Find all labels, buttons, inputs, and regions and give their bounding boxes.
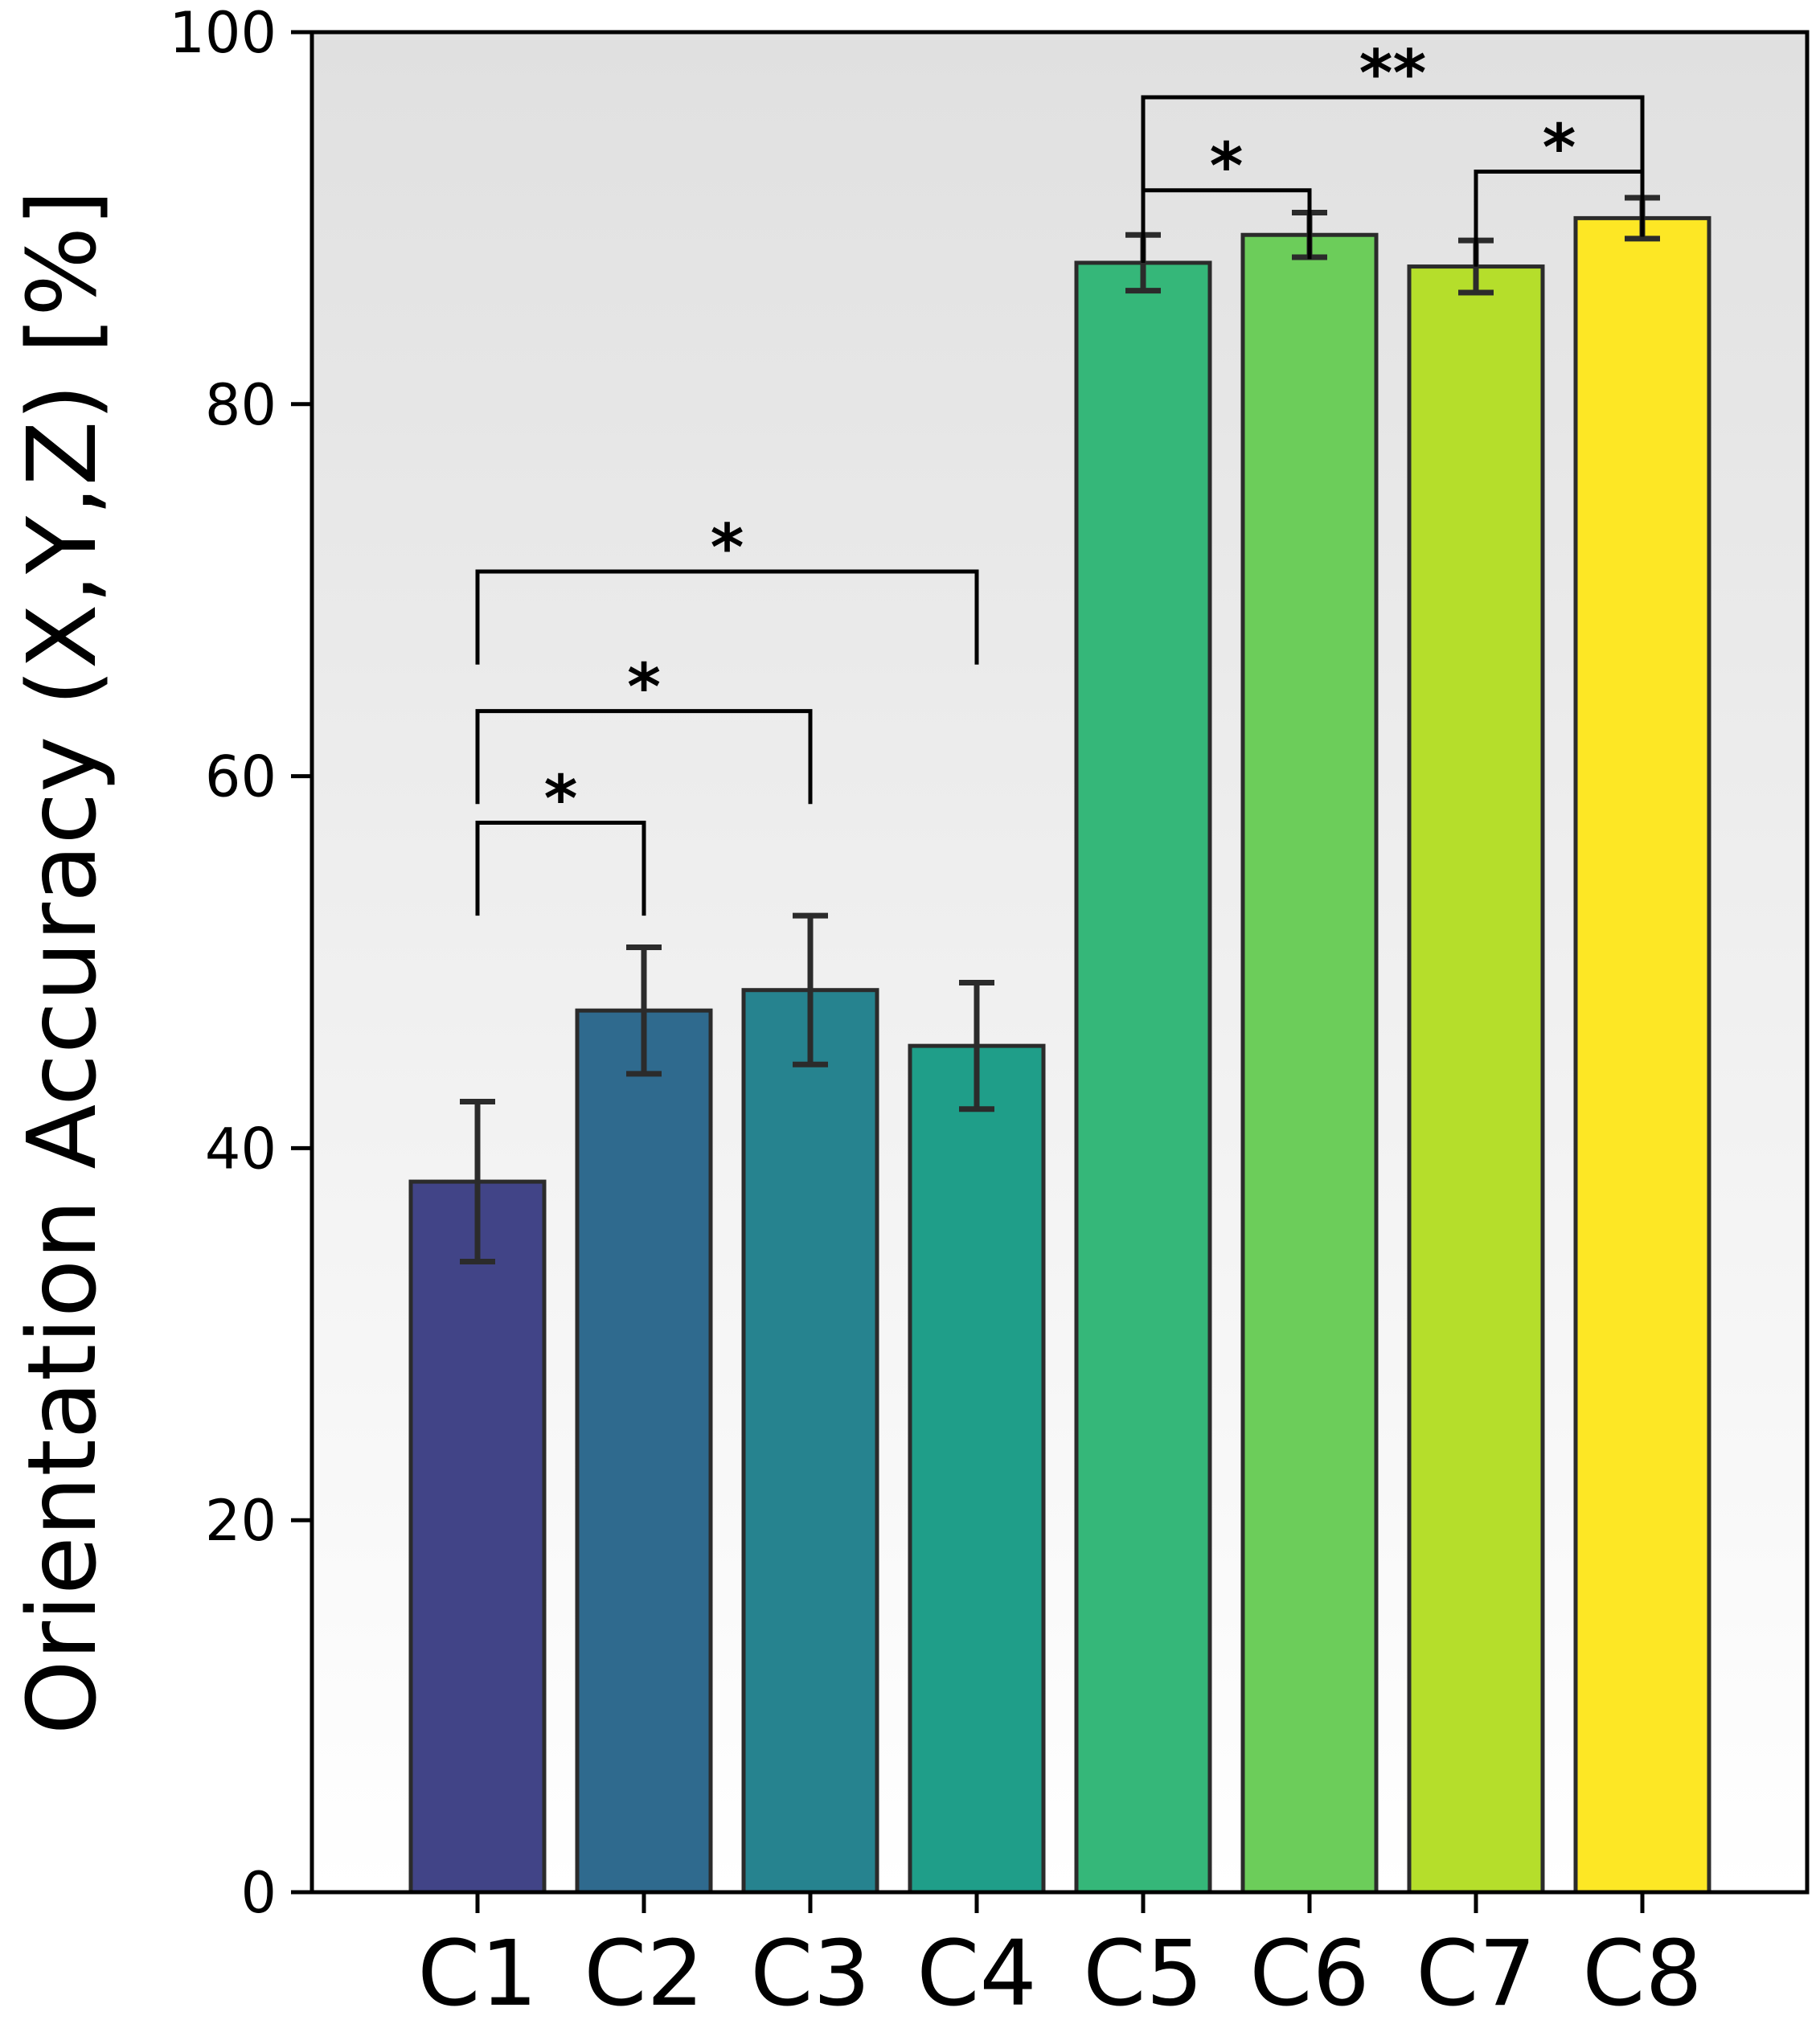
y-tick-label-80: 80 (205, 372, 277, 438)
significance-bracket-6 (1141, 95, 1645, 263)
significance-bracket-2 (475, 709, 813, 805)
x-tick-label-c6: C6 (1249, 1922, 1369, 2020)
significance-label-5: * (1543, 111, 1576, 186)
bar-c7 (1407, 264, 1545, 1895)
bar-c6 (1240, 232, 1379, 1895)
significance-label-1: * (544, 761, 578, 836)
x-tick-label-c3: C3 (750, 1922, 870, 2020)
y-axis-label: Orientation Accuracy (X,Y,Z) [%] (6, 190, 117, 1735)
bar-c3 (741, 988, 879, 1895)
bar-c4 (908, 1043, 1046, 1895)
bar-c2 (575, 1008, 713, 1895)
bar-c1 (408, 1179, 547, 1895)
significance-layer: **** *** (475, 36, 1645, 916)
y-tick-label-60: 60 (205, 744, 277, 810)
x-tick-label-c5: C5 (1083, 1922, 1203, 2020)
significance-bracket-3 (475, 569, 979, 665)
x-tick-label-c8: C8 (1582, 1922, 1702, 2020)
significance-bracket-5 (1474, 170, 1645, 267)
plot-background (312, 32, 1807, 1892)
x-axis: C1 C2 C3 C4 C5 C6 C7 C8 (417, 1892, 1703, 2020)
significance-label-6: ** (1359, 36, 1427, 111)
significance-label-4: * (1210, 129, 1244, 204)
y-tick-label-20: 20 (205, 1488, 277, 1554)
y-tick-label-100: 100 (169, 0, 277, 66)
bars-layer (408, 215, 1711, 1895)
y-tick-label-40: 40 (205, 1116, 277, 1182)
bar-c8 (1573, 215, 1711, 1895)
x-tick-label-c2: C2 (584, 1922, 703, 2020)
plot-frame (309, 30, 1810, 1895)
x-tick-label-c1: C1 (417, 1922, 537, 2020)
y-tick-label-0: 0 (240, 1860, 277, 1926)
x-tick-label-c7: C7 (1416, 1922, 1535, 2020)
x-tick-label-c4: C4 (916, 1922, 1036, 2020)
significance-label-2: * (627, 650, 661, 725)
significance-bracket-1 (475, 820, 646, 916)
bar-c5 (1074, 260, 1212, 1895)
significance-label-3: * (711, 510, 744, 585)
y-axis: 0 20 40 60 80 100 (169, 0, 312, 1926)
